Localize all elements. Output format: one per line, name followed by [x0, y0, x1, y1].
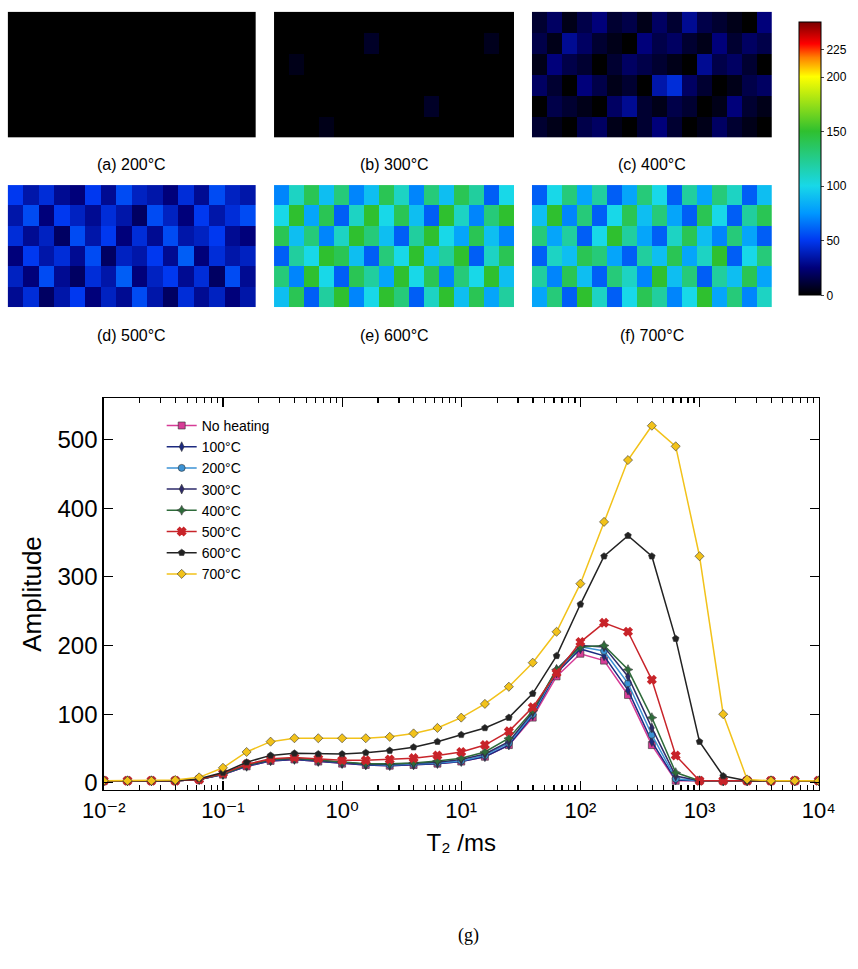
svg-text:300: 300 [57, 563, 97, 590]
svg-text:10⁻²: 10⁻² [82, 798, 125, 823]
svg-text:500°C: 500°C [202, 524, 241, 540]
svg-text:150: 150 [826, 125, 846, 139]
svg-text:(a) 200°C: (a) 200°C [97, 156, 166, 173]
svg-text:(d) 500°C: (d) 500°C [97, 327, 166, 344]
svg-text:200: 200 [826, 70, 846, 84]
svg-text:200°C: 200°C [202, 460, 241, 476]
svg-text:100: 100 [826, 179, 846, 193]
svg-text:400°C: 400°C [202, 503, 241, 519]
svg-text:10²: 10² [564, 798, 596, 823]
svg-text:(b) 300°C: (b) 300°C [360, 156, 429, 173]
svg-text:50: 50 [826, 234, 840, 248]
svg-text:400: 400 [57, 495, 97, 522]
svg-text:Amplitude: Amplitude [17, 536, 47, 652]
svg-text:0: 0 [84, 769, 97, 796]
svg-text:225: 225 [826, 43, 846, 57]
svg-text:10⁰: 10⁰ [325, 798, 358, 823]
svg-text:100°C: 100°C [202, 439, 241, 455]
svg-text:500: 500 [57, 426, 97, 453]
svg-text:(e) 600°C: (e) 600°C [360, 327, 429, 344]
svg-text:100: 100 [57, 701, 97, 728]
svg-text:600°C: 600°C [202, 545, 241, 561]
svg-text:(f) 700°C: (f) 700°C [620, 327, 684, 344]
svg-text:(g): (g) [458, 925, 479, 946]
svg-text:0: 0 [826, 289, 833, 303]
svg-text:(c) 400°C: (c) 400°C [618, 156, 686, 173]
svg-text:No heating: No heating [202, 418, 270, 434]
svg-text:300°C: 300°C [202, 482, 241, 498]
svg-text:T₂ /ms: T₂ /ms [427, 829, 496, 856]
svg-text:10³: 10³ [684, 798, 716, 823]
svg-text:200: 200 [57, 632, 97, 659]
svg-text:700°C: 700°C [202, 566, 241, 582]
svg-text:10⁻¹: 10⁻¹ [201, 798, 244, 823]
svg-text:10¹: 10¹ [445, 798, 477, 823]
svg-text:10⁴: 10⁴ [802, 798, 836, 823]
